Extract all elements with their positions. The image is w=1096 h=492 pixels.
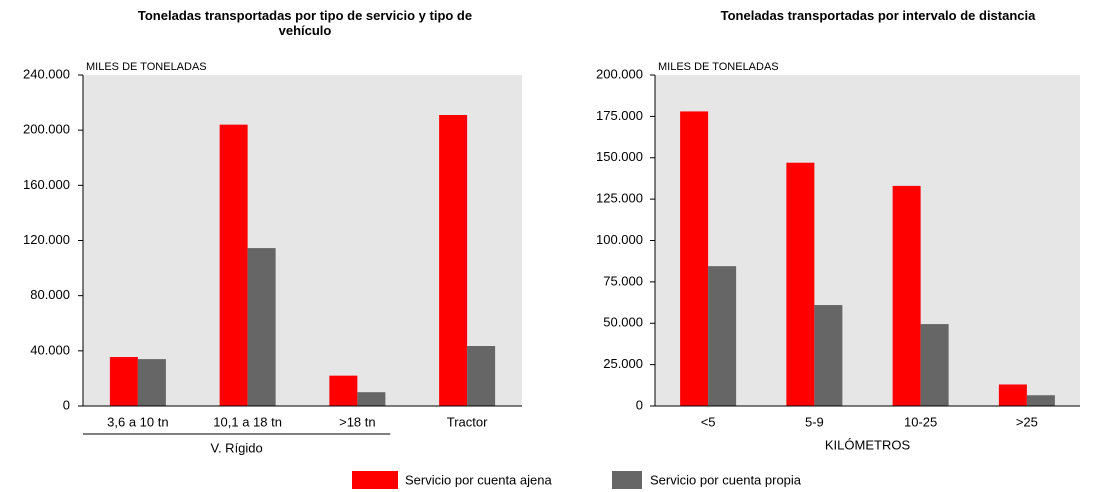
y-tick-label: 125.000: [596, 191, 643, 206]
bar: [1026, 395, 1055, 406]
y-tick-label: 75.000: [603, 273, 643, 288]
legend-label: Servicio por cuenta ajena: [405, 472, 552, 487]
bar: [219, 124, 248, 407]
x-tick-label: 5-9: [805, 414, 824, 429]
bar: [920, 324, 949, 406]
y-tick-label: 0: [636, 397, 643, 412]
y-tick-label: 0: [63, 397, 70, 412]
bar: [814, 305, 843, 406]
legend-swatch: [612, 471, 642, 489]
y-tick-label: 200.000: [23, 122, 70, 137]
bar: [467, 346, 496, 406]
legend-label: Servicio por cuenta propia: [650, 472, 802, 487]
bar: [329, 375, 358, 406]
y-tick-label: 50.000: [603, 315, 643, 330]
x-tick-label: 10,1 a 18 tn: [213, 414, 282, 429]
x-tick-label: >25: [1016, 414, 1038, 429]
x-tick-label: 10-25: [904, 414, 937, 429]
y-tick-label: 175.000: [596, 108, 643, 123]
bar: [137, 359, 166, 406]
y-tick-label: 200.000: [596, 66, 643, 81]
x-tick-label: Tractor: [447, 414, 488, 429]
group-label: V. Rígido: [210, 440, 262, 455]
legend-swatch: [352, 471, 398, 489]
bar: [786, 162, 815, 406]
bar: [439, 114, 468, 406]
unit-label: MILES DE TONELADAS: [86, 61, 207, 73]
bar: [247, 248, 276, 406]
bar: [680, 111, 709, 406]
y-tick-label: 80.000: [30, 287, 70, 302]
bar: [892, 185, 921, 406]
y-tick-label: 120.000: [23, 232, 70, 247]
bar: [708, 266, 737, 406]
chart-title: Toneladas transportadas por tipo de serv…: [137, 8, 473, 38]
y-tick-label: 25.000: [603, 356, 643, 371]
y-tick-label: 100.000: [596, 232, 643, 247]
x-tick-label: >18 tn: [339, 414, 376, 429]
x-tick-label: 3,6 a 10 tn: [107, 414, 168, 429]
x-tick-label: <5: [701, 414, 716, 429]
x-axis-label: KILÓMETROS: [825, 437, 911, 452]
y-tick-label: 160.000: [23, 177, 70, 192]
y-tick-label: 240.000: [23, 66, 70, 81]
bar: [998, 384, 1027, 406]
bar: [109, 357, 138, 406]
chart-title: Toneladas transportadas por intervalo de…: [720, 8, 1036, 23]
y-tick-label: 150.000: [596, 149, 643, 164]
bar: [357, 392, 386, 406]
y-tick-label: 40.000: [30, 342, 70, 357]
unit-label: MILES DE TONELADAS: [658, 61, 779, 73]
